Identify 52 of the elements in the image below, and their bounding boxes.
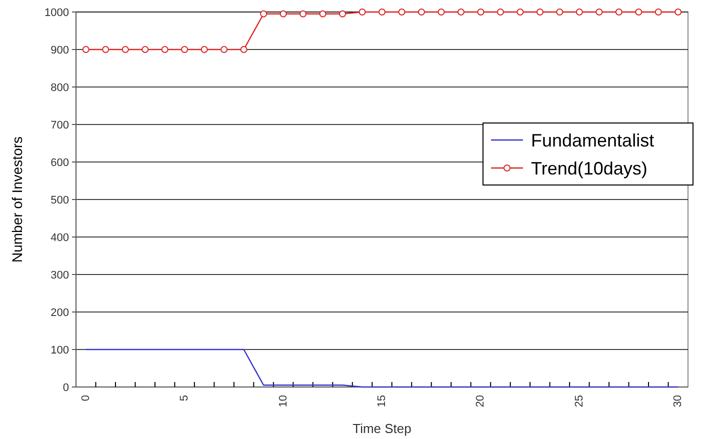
point: [398, 8, 406, 16]
x-tick-label: 30: [672, 395, 684, 408]
legend-label: Trend(10days): [531, 158, 648, 178]
point: [674, 8, 682, 16]
point: [102, 46, 110, 53]
y-tick-label: 600: [50, 156, 69, 169]
x-tick-label: 25: [573, 395, 586, 408]
point: [536, 8, 544, 16]
point: [438, 8, 445, 16]
point: [122, 46, 129, 53]
point: [635, 8, 642, 16]
y-tick-label: 200: [50, 306, 69, 319]
point: [220, 46, 228, 53]
point: [615, 8, 622, 16]
point: [82, 46, 90, 53]
x-tick-label: 0: [80, 395, 92, 402]
y-axis-title: Number of Investors: [9, 136, 25, 263]
point: [477, 8, 484, 16]
x-axis-title: Time Step: [352, 421, 412, 436]
x-tick-label: 10: [277, 395, 290, 408]
point: [496, 8, 504, 16]
point: [181, 46, 188, 53]
point: [457, 8, 464, 16]
point: [358, 8, 366, 16]
point: [319, 10, 326, 18]
point: [142, 46, 149, 53]
point: [418, 8, 425, 16]
x-tick-label: 15: [376, 395, 388, 408]
point: [161, 46, 168, 53]
point: [200, 46, 208, 53]
legend-label: Fundamentalist: [531, 130, 654, 150]
y-tick-label: 900: [50, 44, 69, 56]
point: [280, 10, 287, 18]
y-tick-label: 500: [50, 194, 69, 206]
point: [260, 10, 268, 18]
y-tick-label: 800: [50, 82, 69, 94]
y-tick-label: 400: [50, 232, 69, 244]
point: [576, 8, 583, 16]
y-tick-label: 1000: [44, 6, 69, 19]
point: [339, 10, 346, 18]
y-tick-label: 300: [50, 269, 69, 282]
point: [596, 8, 603, 16]
y-tick-label: 700: [50, 119, 69, 132]
point: [300, 10, 307, 18]
x-tick-label: 20: [474, 395, 487, 408]
point: [556, 8, 564, 16]
x-tick-label: 5: [178, 395, 191, 402]
y-tick-label: 100: [50, 344, 69, 356]
point: [654, 8, 662, 16]
point: [516, 8, 524, 16]
point: [240, 46, 248, 53]
point: [378, 8, 386, 16]
